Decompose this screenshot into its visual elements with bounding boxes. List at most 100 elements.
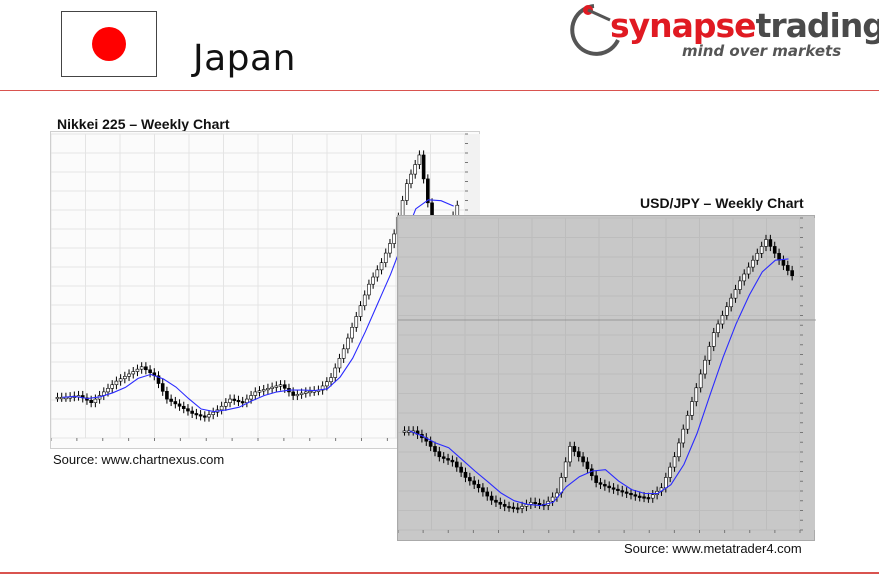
nikkei-candle: [350, 326, 354, 339]
nikkei-candle: [89, 399, 93, 403]
nikkei-candle: [320, 385, 325, 391]
usdjpy-candle: [637, 495, 642, 498]
usdjpy-candle: [454, 461, 459, 468]
usdjpy-candles: [402, 234, 794, 514]
synapsetrading-logo: synapsetrading mind over markets: [566, 0, 879, 70]
nikkei-candle: [337, 358, 342, 369]
nikkei-candle: [131, 371, 136, 375]
nikkei-candle: [392, 233, 396, 244]
nikkei-candle: [426, 178, 430, 204]
usdjpy-candle: [650, 494, 655, 499]
usdjpy-candle: [755, 253, 760, 261]
nikkei-candle: [173, 401, 178, 405]
nikkei-candle: [278, 384, 283, 387]
usdjpy-candle: [781, 259, 786, 266]
nikkei-source-text: Source: www.chartnexus.com: [53, 452, 225, 467]
nikkei-candle: [55, 396, 60, 400]
usdjpy-candle: [581, 456, 585, 463]
nikkei-candle: [93, 398, 98, 403]
nikkei-candle: [198, 414, 203, 417]
usdjpy-candle: [733, 289, 738, 299]
footer-divider: [0, 572, 879, 574]
usdjpy-candle: [690, 401, 694, 416]
nikkei-candle: [329, 377, 333, 383]
nikkei-chart-svg: [50, 133, 480, 441]
usdjpy-candle: [441, 456, 446, 459]
nikkei-candle: [413, 164, 418, 175]
usdjpy-chart: [397, 215, 816, 541]
nikkei-candle: [257, 390, 262, 393]
nikkei-candle: [291, 391, 295, 396]
usdjpy-candle: [698, 373, 703, 389]
usdjpy-chart-title: USD/JPY – Weekly Chart: [640, 195, 804, 211]
logo-brand-synapse: synapse: [610, 6, 757, 45]
japan-flag-image: [61, 11, 157, 77]
usdjpy-candle: [511, 506, 516, 509]
logo-wordmark: synapsetrading: [610, 6, 879, 45]
usdjpy-candle: [463, 471, 468, 478]
usdjpy-candle: [450, 459, 455, 463]
nikkei-candle: [144, 366, 148, 371]
nikkei-candle: [228, 398, 232, 403]
usdjpy-candle: [598, 482, 603, 485]
usdjpy-candle: [764, 239, 768, 247]
usdjpy-candle: [472, 480, 476, 485]
usdjpy-candle: [446, 458, 450, 461]
nikkei-candle: [362, 294, 367, 307]
usdjpy-candle: [646, 497, 651, 500]
logo-orbit-icon: [570, 4, 620, 56]
nikkei-candle: [240, 401, 245, 404]
usdjpy-candle: [672, 456, 677, 468]
nikkei-candle: [303, 391, 308, 394]
nikkei-candle: [409, 173, 413, 184]
usdjpy-candle: [402, 430, 407, 433]
usdjpy-candle: [481, 487, 485, 493]
nikkei-candle: [123, 376, 127, 380]
usdjpy-candle: [777, 253, 781, 261]
usdjpy-candle: [716, 323, 720, 333]
nikkei-candle: [295, 393, 300, 397]
nikkei-candle: [156, 375, 161, 384]
nikkei-candle: [383, 252, 388, 263]
usdjpy-candle: [768, 239, 773, 247]
usdjpy-candle: [476, 484, 481, 489]
usdjpy-price-axis: [800, 218, 815, 530]
usdjpy-candle: [790, 270, 794, 277]
flag-red-disc: [92, 27, 126, 61]
usdjpy-candle: [515, 507, 520, 510]
nikkei-candle: [181, 405, 186, 409]
usdjpy-candle: [620, 490, 625, 493]
nikkei-candle: [110, 384, 115, 389]
usdjpy-candle: [772, 246, 777, 254]
usdjpy-candle: [607, 485, 612, 489]
usdjpy-moving-average-line: [409, 258, 789, 507]
nikkei-candle: [379, 262, 384, 271]
usdjpy-candle: [520, 506, 524, 509]
usdjpy-candle: [642, 496, 646, 499]
nikkei-candle: [274, 385, 279, 388]
usdjpy-candle: [668, 466, 672, 478]
usdjpy-candle: [502, 504, 507, 507]
usdjpy-candle: [559, 477, 564, 494]
page-title: Japan: [193, 38, 296, 79]
usdjpy-candle: [751, 259, 755, 268]
nikkei-candle: [354, 316, 359, 328]
logo-tagline: mind over markets: [682, 42, 842, 60]
nikkei-candle: [186, 408, 190, 412]
usdjpy-candle: [437, 451, 442, 458]
usdjpy-candle: [694, 387, 699, 402]
usdjpy-candle: [725, 306, 729, 316]
nikkei-candle: [371, 276, 375, 285]
nikkei-candle: [299, 392, 304, 395]
nikkei-candle: [253, 391, 258, 396]
usdjpy-chart-svg: [397, 217, 816, 533]
nikkei-candle: [375, 269, 380, 278]
nikkei-candle: [190, 410, 194, 414]
nikkei-candle: [270, 386, 274, 389]
nikkei-candle: [202, 415, 207, 418]
header-divider: [0, 90, 879, 91]
usdjpy-candle: [594, 475, 598, 483]
nikkei-candle: [207, 414, 211, 418]
nikkei-candle: [232, 398, 237, 401]
usdjpy-candle: [568, 446, 572, 463]
